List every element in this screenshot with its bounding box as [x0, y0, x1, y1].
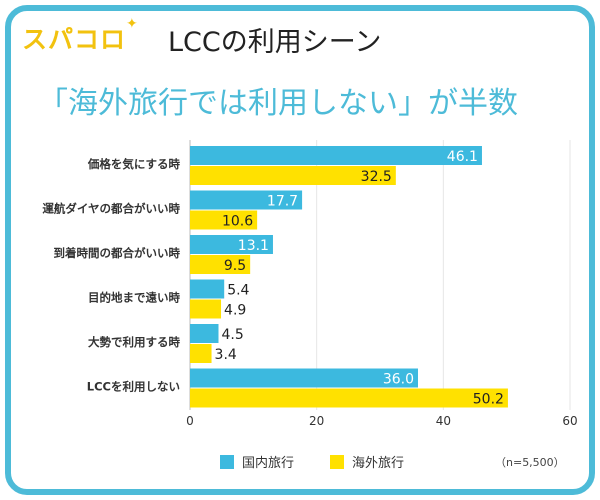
sparkle-icon: ✦ — [126, 16, 139, 32]
data-label-domestic: 5.4 — [227, 283, 249, 299]
legend-label-overseas: 海外旅行 — [352, 456, 405, 471]
bar-domestic — [190, 368, 418, 388]
bar-domestic — [190, 146, 482, 165]
category-label: 運航ダイヤの都合がいい時 — [42, 202, 180, 216]
brand-logo: スパコロ✦ — [22, 16, 139, 56]
legend-item-overseas: 海外旅行 — [330, 452, 404, 471]
chart-subtitle: 「海外旅行では利用しない」が半数 — [38, 86, 518, 121]
data-label-overseas: 3.4 — [215, 347, 237, 363]
category-label: 目的地まで遠い時 — [88, 291, 180, 305]
data-label-domestic: 13.1 — [238, 238, 269, 254]
data-label-overseas: 50.2 — [473, 392, 504, 408]
data-label-domestic: 4.5 — [222, 327, 244, 343]
bar-overseas — [190, 344, 212, 363]
data-label-overseas: 10.6 — [222, 214, 253, 230]
data-label-domestic: 36.0 — [383, 372, 414, 388]
data-label-domestic: 17.7 — [267, 194, 298, 210]
category-label: 大勢で利用する時 — [88, 335, 180, 349]
bar-domestic — [190, 279, 225, 299]
data-label-overseas: 4.9 — [224, 303, 246, 319]
bar-overseas — [190, 388, 508, 408]
category-label: 価格を気にする時 — [87, 157, 181, 171]
legend-item-domestic: 国内旅行 — [220, 452, 294, 471]
bar-domestic — [190, 324, 219, 343]
data-label-overseas: 32.5 — [361, 169, 392, 185]
bar-domestic — [190, 190, 303, 210]
legend-swatch-overseas — [330, 454, 344, 469]
x-tick-label-60: 60 — [562, 414, 577, 428]
card-frame — [5, 5, 595, 495]
bar-domestic — [190, 235, 273, 254]
category-label: 到着時間の都合がいい時 — [54, 246, 181, 260]
bar-overseas — [190, 255, 251, 274]
sample-size-note: （n=5,500） — [495, 456, 565, 469]
x-tick-label-0: 0 — [186, 414, 194, 428]
legend-label-domestic: 国内旅行 — [242, 456, 295, 471]
legend-swatch-domestic — [220, 454, 234, 469]
logo-text: スパコロ — [22, 25, 127, 54]
chart-title: LCCの利用シーン — [168, 27, 382, 58]
bar-overseas — [190, 299, 222, 319]
x-tick-label-40: 40 — [436, 414, 451, 428]
bar-overseas — [190, 210, 258, 230]
category-label: LCCを利用しない — [87, 380, 180, 394]
x-tick-label-20: 20 — [309, 414, 324, 428]
bar-overseas — [190, 166, 396, 185]
data-label-domestic: 46.1 — [447, 149, 478, 165]
data-label-overseas: 9.5 — [224, 258, 246, 274]
